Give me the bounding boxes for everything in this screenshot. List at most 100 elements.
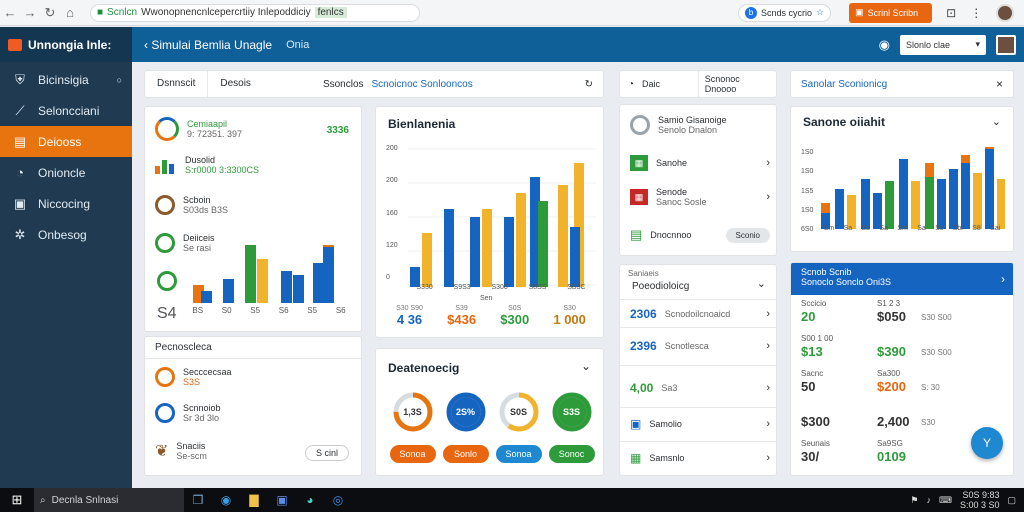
back-icon[interactable]: ← xyxy=(3,5,17,20)
brand-logo-icon xyxy=(8,38,22,51)
chevron-right-icon[interactable]: › xyxy=(766,382,770,394)
pill-button[interactable]: Sonlo xyxy=(442,445,489,463)
activity-card: Samio Gisanoige Senolo Dnalon ▦ Sanohe › … xyxy=(619,104,777,256)
keyboard-icon[interactable]: ⌨ xyxy=(938,494,952,505)
activity-button[interactable]: Sconio xyxy=(725,227,770,243)
header-select[interactable]: Slonlo clae ▾ xyxy=(900,34,986,55)
stacked-chart-title: Sanone oiiahit xyxy=(803,115,886,129)
browser-icon[interactable]: ◎ xyxy=(332,493,344,507)
pill-button[interactable]: Sonoc xyxy=(548,445,595,463)
values-header[interactable]: Scnob Scnib Sonoclo Sonclo Oni3S › xyxy=(791,263,1013,295)
tab-right-text[interactable]: Ssonclos xyxy=(322,78,364,90)
taskbar-clock[interactable]: S0S 9:83 xyxy=(962,490,1000,500)
sidebar-item-1[interactable]: ⟋ Seloncciani xyxy=(0,95,132,126)
chart-bar xyxy=(516,193,526,287)
y-axis-labels: 200 200 160 120 0 xyxy=(386,145,398,281)
back-chevron-icon[interactable]: ‹ xyxy=(144,37,152,52)
header-select-value: Slonlo clae xyxy=(906,39,951,50)
forward-icon[interactable]: → xyxy=(23,5,37,20)
value-label: Sacnc xyxy=(801,369,824,378)
sidebar-item-0[interactable]: ⛨ Bicinsigia ○ xyxy=(0,64,132,95)
y-tick: 120 xyxy=(386,241,398,249)
chevron-right-icon[interactable]: › xyxy=(766,418,770,430)
chevron-right-icon[interactable]: › xyxy=(766,191,770,203)
network-icon[interactable]: ⚑ xyxy=(910,494,919,505)
x-label: Sa xyxy=(843,225,853,232)
task-view-icon[interactable]: ❒ xyxy=(192,493,204,507)
tab-1[interactable]: Desois xyxy=(220,78,251,89)
section-small: Saniaeis xyxy=(628,269,659,278)
chart-bar xyxy=(821,213,830,229)
donut-label: 2S% xyxy=(455,407,475,417)
main-bar-chart xyxy=(408,148,596,287)
chart-bar xyxy=(985,149,994,229)
sidebar-item-5[interactable]: ✲ Onbesog xyxy=(0,219,132,250)
sidebar-item-3[interactable]: ◔ Onioncle xyxy=(0,157,132,188)
item-sub: S:r0000 3:3300CS xyxy=(185,165,260,175)
pill-button[interactable]: Sonoa xyxy=(389,445,436,463)
app-header: Unnongia Inle: ‹ Simulai Bemlia Unagle O… xyxy=(0,27,1024,62)
menu-icon[interactable]: ⋮ xyxy=(970,5,983,20)
item-sub: S03ds B3S xyxy=(183,205,229,215)
reload-icon[interactable]: ↻ xyxy=(44,4,56,20)
stacked-bar-chart xyxy=(821,147,1005,229)
list-item-sub: S3S xyxy=(183,377,201,387)
lock-small-icon[interactable]: ⊡ xyxy=(946,5,957,20)
chart-bar xyxy=(201,291,212,303)
green-box-icon: ▦ xyxy=(630,155,648,171)
orange-action-label: Scrinl Scribn xyxy=(867,7,919,18)
value-label: Seunais xyxy=(801,439,830,448)
chart-bar xyxy=(835,189,844,229)
user-avatar[interactable] xyxy=(996,34,1016,55)
star-icon[interactable]: ☆ xyxy=(816,7,825,17)
list-action-button[interactable]: S cinl xyxy=(304,445,349,461)
chevron-right-icon[interactable]: › xyxy=(1001,272,1005,286)
pill-button[interactable]: Sonoa xyxy=(495,445,542,463)
chevron-down-icon[interactable]: ⌄ xyxy=(580,359,591,373)
chart-bar xyxy=(925,177,934,229)
pill-row: Sonoa Sonlo Sonoa Sonoc xyxy=(386,445,598,463)
chart-bar xyxy=(410,267,420,287)
close-icon[interactable]: × xyxy=(995,77,1003,91)
x-label: S5 xyxy=(307,306,318,315)
orange-action-button[interactable]: ▣ Scrinl Scribn xyxy=(849,2,933,23)
chevron-right-icon[interactable]: › xyxy=(766,340,770,352)
sidebar-item-2[interactable]: ▤ Deiooss xyxy=(0,126,132,157)
chart-bar xyxy=(558,185,568,287)
app-icon[interactable]: ▣ xyxy=(276,493,288,507)
windows-start-icon[interactable]: ⊞ xyxy=(11,492,23,507)
extension-label: Scnds cycrio xyxy=(761,7,813,18)
fab-button[interactable]: Y xyxy=(971,427,1003,459)
taskbar-search[interactable]: ⌕ Decnla Snlnasi xyxy=(34,488,184,512)
chevron-right-icon[interactable]: › xyxy=(766,157,770,169)
x-label: S330 xyxy=(416,284,433,291)
store-icon[interactable]: ◕ xyxy=(306,493,314,507)
chart-bar xyxy=(973,173,982,229)
address-bar[interactable]: ■ Scnlcn Wwonopnencnlcepercrtiiy Inlepod… xyxy=(90,3,420,22)
tab-0[interactable]: Dsnnscit xyxy=(145,71,209,97)
brand[interactable]: Unnongia Inle: xyxy=(0,27,132,62)
chevron-down-icon[interactable]: ⌄ xyxy=(756,278,766,290)
folder-icon[interactable]: ▇ xyxy=(249,493,259,507)
refresh-icon[interactable]: ↻ xyxy=(584,78,593,90)
chevron-right-icon[interactable]: › xyxy=(766,452,770,464)
notification-icon[interactable]: ◉ xyxy=(878,36,890,52)
taskbar-date[interactable]: S:00 3 S0 xyxy=(959,500,1000,510)
chevron-right-icon[interactable]: › xyxy=(766,308,770,320)
right-tab-1[interactable]: Scnonoc Dnoooo xyxy=(704,74,740,94)
list-item-title: Scnnoiob xyxy=(183,403,221,413)
big-value: S4 xyxy=(157,305,177,322)
home-icon[interactable]: ⌂ xyxy=(66,5,74,20)
chevron-down-icon[interactable]: ⌄ xyxy=(991,116,1001,128)
notification-center-icon[interactable]: ▢ xyxy=(1007,494,1016,505)
edge-icon[interactable]: ◉ xyxy=(220,493,232,507)
browser-avatar[interactable] xyxy=(996,3,1015,22)
values-head-2: Sonoclo Sonclo Oni3S xyxy=(801,277,892,287)
header-tab[interactable]: Onia xyxy=(286,38,310,51)
right-tab-0[interactable]: Daic Sanoss xyxy=(634,71,699,115)
volume-icon[interactable]: ♪ xyxy=(926,495,931,505)
x-label: Sb xyxy=(861,225,871,232)
tab-right-link[interactable]: Scnoicnoc Sonlooncos xyxy=(371,78,473,90)
sidebar-item-4[interactable]: ▣ Niccocing xyxy=(0,188,132,219)
extension-pill[interactable]: b Scnds cycrio ☆ xyxy=(738,3,832,22)
